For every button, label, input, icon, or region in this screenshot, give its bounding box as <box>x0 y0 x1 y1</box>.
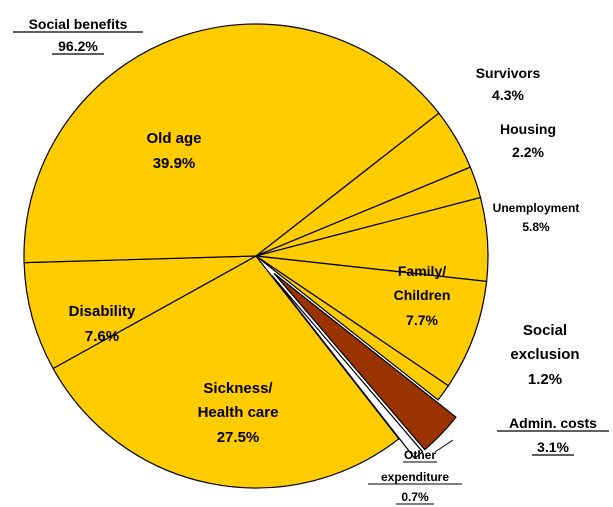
pie-slice-disability <box>23 255 257 370</box>
leader-line-other <box>434 439 454 453</box>
slice-label-other-line1: Other <box>404 448 436 462</box>
slice-label-old-age: Old age <box>146 130 201 147</box>
pie-slices <box>23 23 489 489</box>
slice-label-social-exclusion-line1: Social <box>523 322 567 339</box>
group-label-value: 96.2% <box>58 38 98 54</box>
leader-lines <box>434 439 454 453</box>
slice-label-unemployment: Unemployment <box>493 201 580 215</box>
slice-value-family: 7.7% <box>406 312 438 328</box>
slice-label-sickness-line2: Health care <box>198 404 279 421</box>
slice-label-family-line1: Family/ <box>398 263 446 279</box>
slice-label-admin-costs: Admin. costs <box>509 415 597 431</box>
pie-slice-admin-costs <box>273 272 457 451</box>
slice-label-housing: Housing <box>500 121 556 137</box>
slice-label-other-line2: expenditure <box>381 470 449 484</box>
pie-slice-old-age <box>23 23 440 264</box>
pie-slice-family-children <box>255 255 488 387</box>
slice-value-admin-costs: 3.1% <box>537 439 569 455</box>
slice-labels: Social benefits 96.2% Survivors 4.3% Hou… <box>13 16 609 505</box>
slice-label-survivors: Survivors <box>476 65 541 81</box>
slice-label-social-exclusion-line2: exclusion <box>510 346 579 363</box>
slice-value-survivors: 4.3% <box>492 87 524 103</box>
slice-value-unemployment: 5.8% <box>522 220 550 234</box>
pie-slice-other-expenditure <box>271 274 424 460</box>
slice-value-sickness: 27.5% <box>217 429 260 446</box>
slice-value-old-age: 39.9% <box>153 155 196 172</box>
slice-label-sickness-line1: Sickness/ <box>203 380 273 397</box>
slice-value-housing: 2.2% <box>512 144 544 160</box>
slice-value-other: 0.7% <box>401 490 429 504</box>
group-label-name: Social benefits <box>29 16 128 32</box>
pie-slice-sickness-health-care <box>52 255 400 489</box>
slice-label-family-line2: Children <box>394 287 451 303</box>
slice-value-social-exclusion: 1.2% <box>528 371 562 388</box>
slice-value-disability: 7.6% <box>85 328 119 345</box>
slice-label-disability: Disability <box>69 303 136 320</box>
pie-slice-social-exclusion <box>255 255 450 401</box>
